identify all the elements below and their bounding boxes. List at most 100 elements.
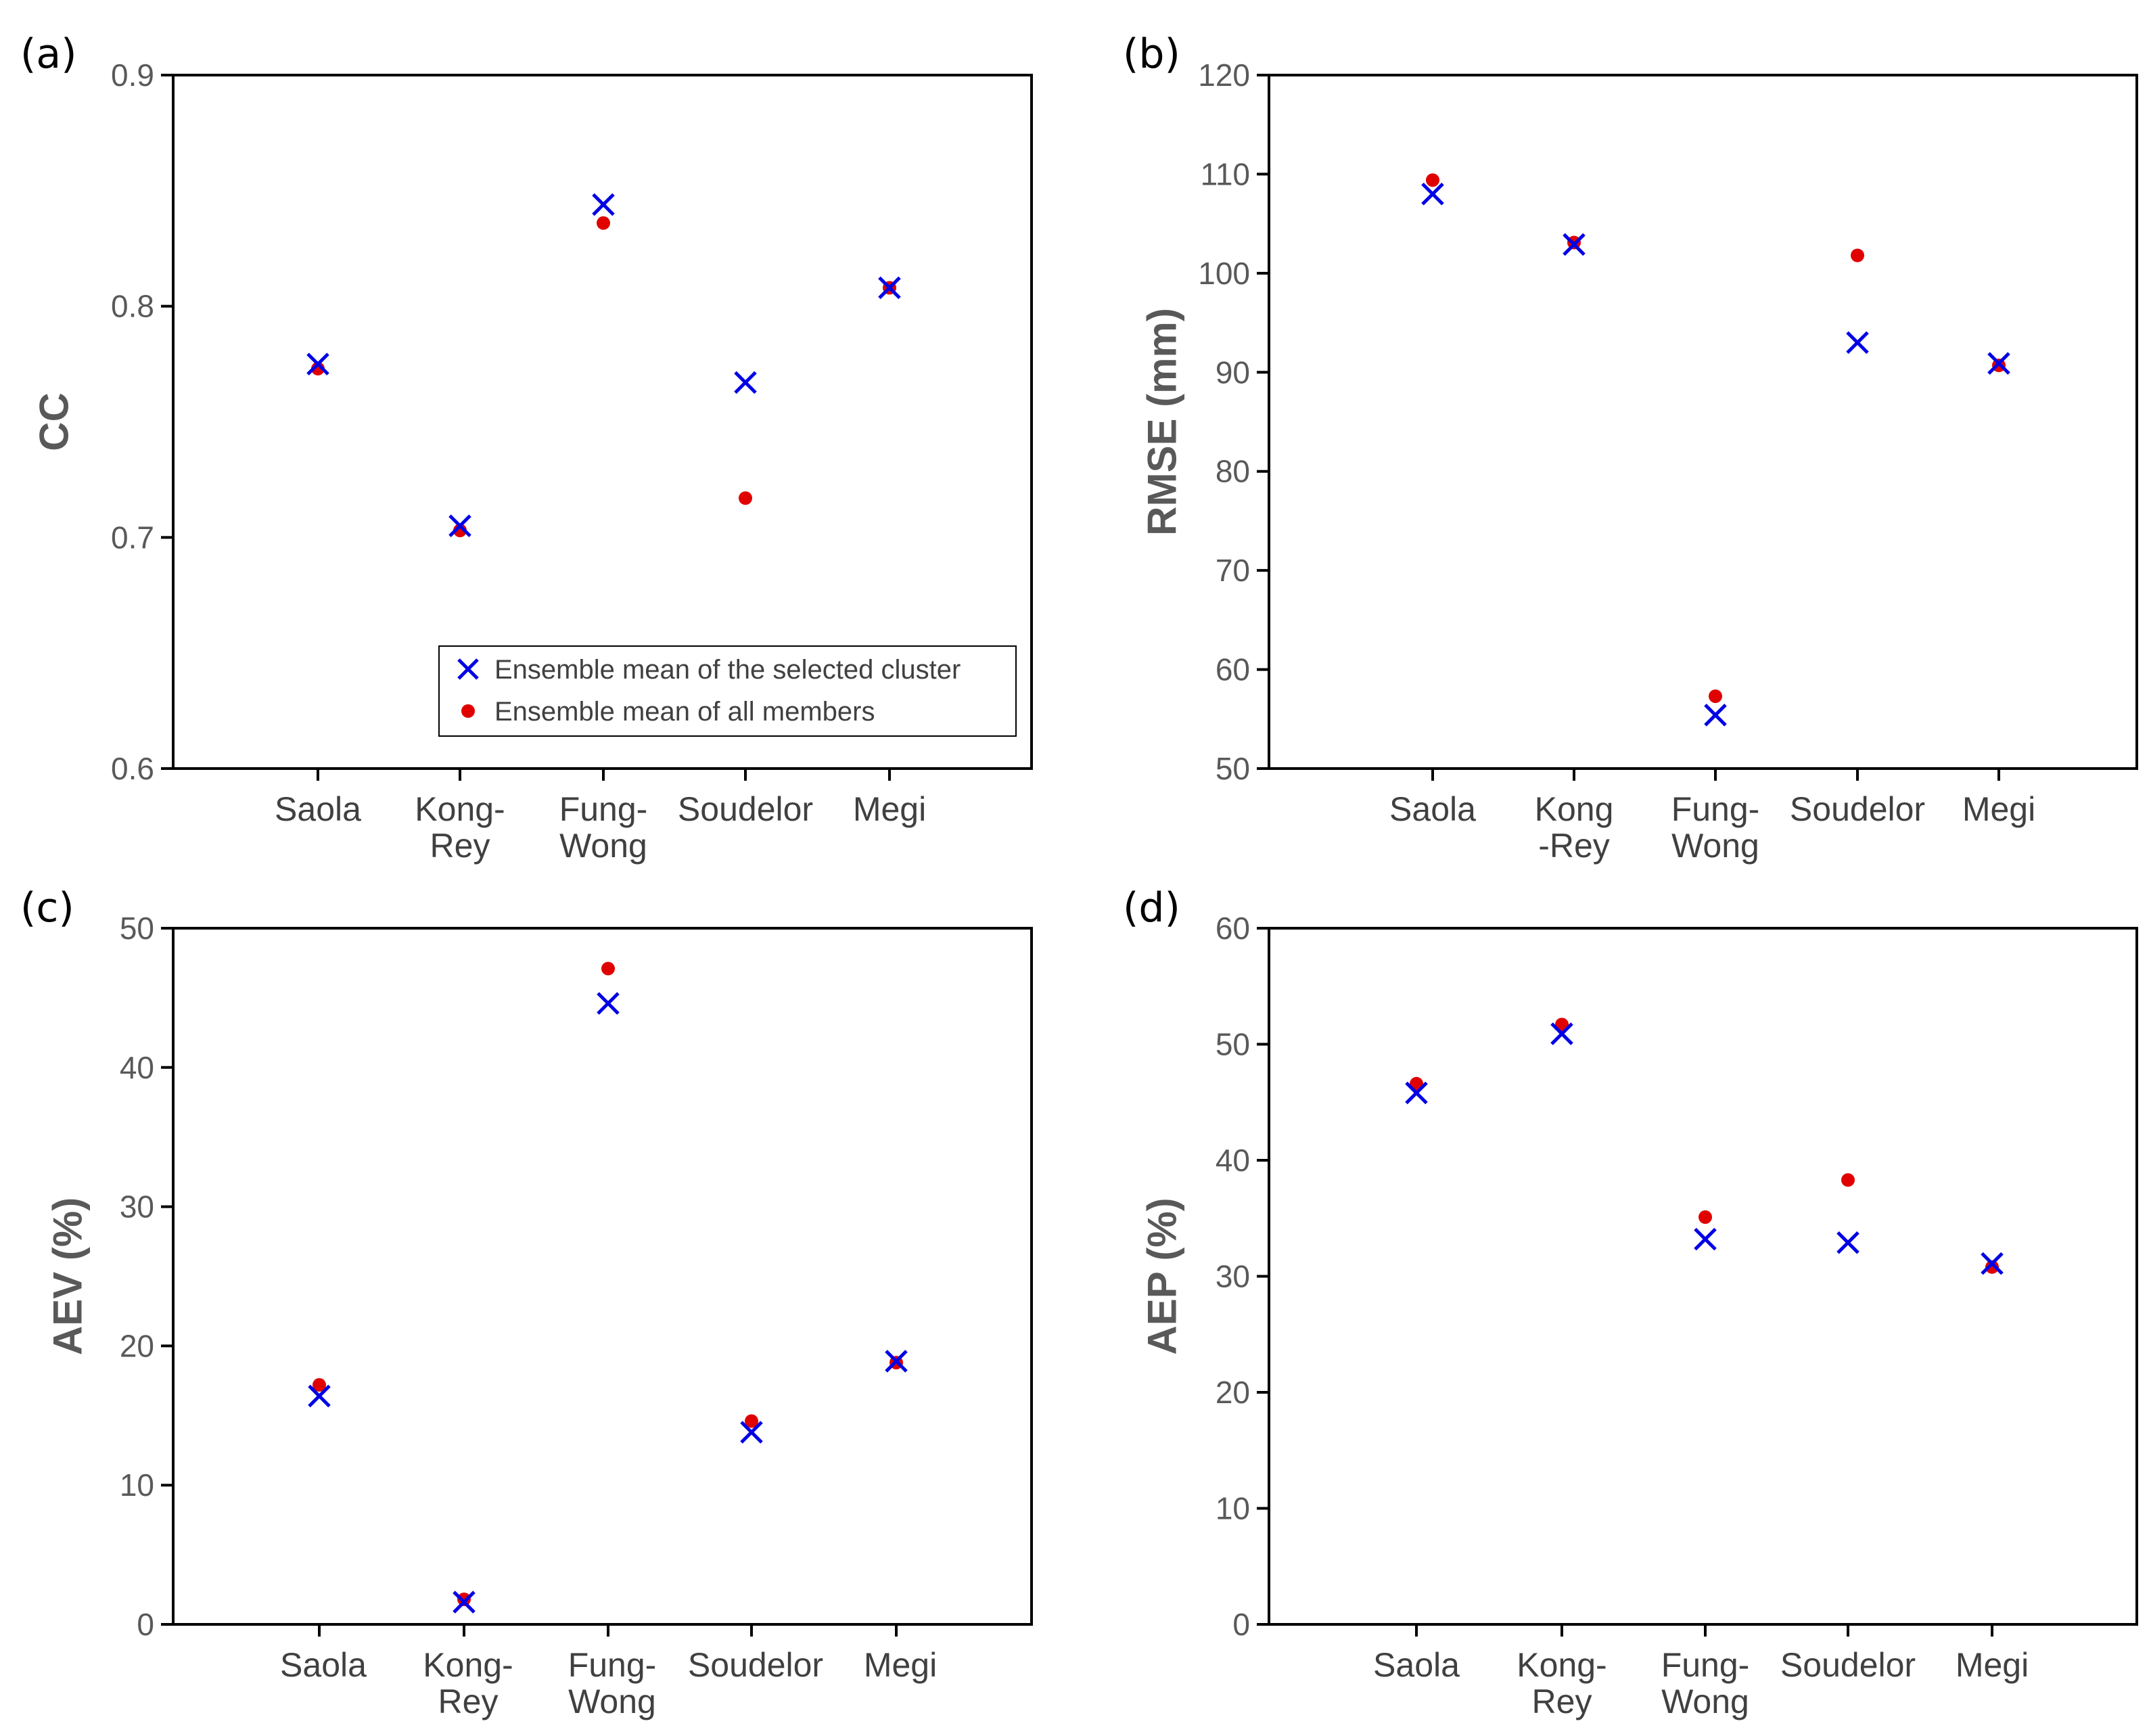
y-axis-label: AEP (%) <box>1140 1197 1185 1354</box>
x-tick-label: Megi <box>1962 790 2035 828</box>
legend: Ensemble mean of the selected cluster Ens… <box>438 645 1017 737</box>
x-marker <box>1694 1227 1717 1251</box>
panel-label: (d) <box>1123 884 1180 932</box>
y-tick-label: 70 <box>1216 553 1250 588</box>
y-tick-label: 40 <box>1216 1143 1250 1178</box>
y-axis-label: AEV (%) <box>45 1197 91 1355</box>
x-marker <box>1550 1022 1573 1045</box>
legend-entry-label: Ensemble mean of all members <box>494 697 875 727</box>
x-marker <box>885 1350 908 1373</box>
y-axis-label: RMSE (mm) <box>1140 308 1185 536</box>
x-tick-label: Soudelor <box>688 1646 823 1684</box>
y-tick-label: 0 <box>137 1607 154 1642</box>
y-tick-label: 40 <box>120 1050 154 1085</box>
dot-marker <box>597 216 610 230</box>
x-marker <box>308 1384 331 1408</box>
x-marker <box>1981 1252 2004 1275</box>
x-tick-label: Fung-Wong <box>1671 790 1760 865</box>
y-tick-label: 50 <box>1216 1027 1250 1062</box>
x-marker <box>1405 1081 1428 1105</box>
x-tick-label: Saola <box>1389 790 1476 828</box>
dot-marker <box>1699 1210 1712 1225</box>
dot-marker <box>1709 689 1722 704</box>
y-tick-label: 50 <box>120 911 154 946</box>
x-marker <box>453 1591 476 1614</box>
dot-marker <box>1841 1173 1855 1187</box>
x-tick-label: Megi <box>853 790 926 828</box>
chart-panel-4: (d) 0 10 20 30 40 50 60 AEP (%) Saola Kong-Rey Fung… <box>1123 884 2138 1720</box>
y-tick-label: 30 <box>120 1189 154 1225</box>
chart-panel-3: (c) 0 10 20 30 40 50 AEV (%) Saola Kong-Rey Fung-W… <box>20 884 1033 1720</box>
x-marker <box>1846 331 1869 355</box>
x-tick-label: Megi <box>864 1646 937 1684</box>
dot-marker <box>1426 173 1439 187</box>
x-marker <box>740 1421 763 1444</box>
dot-marker <box>601 961 615 976</box>
y-tick-label: 80 <box>1216 454 1250 489</box>
chart-panel-2: (b) 50 60 70 80 90 100 110 120 RMSE (mm) Saola Kong… <box>1123 30 2138 865</box>
dot-marker <box>457 1592 471 1606</box>
x-tick-label: Fung-Wong <box>559 790 648 865</box>
x-tick-label: Soudelor <box>678 790 813 828</box>
y-tick-label: 60 <box>1216 911 1250 946</box>
x-tick-label: Saola <box>275 790 361 828</box>
dot-marker <box>1851 248 1864 262</box>
y-tick-label: 120 <box>1198 58 1250 93</box>
x-marker <box>592 193 615 216</box>
dot-marker <box>1985 1260 1999 1274</box>
x-tick-label: Soudelor <box>1780 1646 1916 1684</box>
x-marker <box>1421 182 1444 206</box>
x-marker <box>448 514 471 538</box>
y-tick-label: 0.9 <box>111 58 154 93</box>
x-marker <box>734 371 757 394</box>
x-tick-label: Kong-Rey <box>1535 790 1614 865</box>
dot-marker <box>1555 1018 1569 1032</box>
plot-frame <box>1268 927 2138 1626</box>
y-tick-label: 0.7 <box>111 520 154 555</box>
y-axis-label: CC <box>32 392 77 451</box>
y-tick-label: 110 <box>1201 156 1250 191</box>
x-marker <box>306 352 329 375</box>
x-tick-label: Saola <box>280 1646 367 1684</box>
y-tick-label: 20 <box>120 1328 154 1363</box>
x-tick-label: Fung-Wong <box>1661 1646 1750 1720</box>
x-marker <box>1704 704 1727 727</box>
y-tick-label: 50 <box>1216 751 1250 786</box>
legend-box <box>438 645 1017 737</box>
dot-marker <box>1410 1076 1423 1091</box>
x-tick-label: Megi <box>1956 1646 2029 1684</box>
y-tick-label: 0.6 <box>111 751 154 786</box>
panel-label: (c) <box>20 884 74 932</box>
x-tick-label: Kong-Rey <box>415 790 505 865</box>
y-tick-label: 100 <box>1198 256 1250 291</box>
legend-entry-label: Ensemble mean of the selected cluster <box>494 655 961 685</box>
dot-marker <box>313 1378 326 1392</box>
y-tick-label: 10 <box>1216 1491 1250 1526</box>
x-marker <box>1987 352 2010 375</box>
y-tick-label: 0.8 <box>111 289 154 324</box>
plot-frame <box>172 927 1033 1626</box>
panel-label: (b) <box>1123 30 1180 78</box>
x-tick-label: Kong-Rey <box>423 1646 513 1720</box>
x-marker <box>1836 1231 1859 1254</box>
x-tick-label: Saola <box>1373 1646 1460 1684</box>
y-tick-label: 10 <box>120 1467 154 1503</box>
x-marker <box>597 992 620 1015</box>
x-tick-label: Kong-Rey <box>1517 1646 1607 1720</box>
panel-label: (a) <box>20 30 77 78</box>
dot-marker <box>745 1414 758 1428</box>
y-tick-label: 20 <box>1216 1375 1250 1410</box>
dot-marker <box>739 491 752 505</box>
x-marker <box>1563 233 1586 256</box>
chart-panel-1: (a) 0.6 0.7 0.8 0.9 CC Saola Kong-Rey Fung-Wong S… <box>20 30 1033 865</box>
y-tick-label: 0 <box>1232 1607 1250 1642</box>
y-tick-label: 30 <box>1216 1259 1250 1294</box>
x-tick-label: Soudelor <box>1790 790 1925 828</box>
plot-frame <box>1268 74 2138 770</box>
x-marker <box>878 276 901 300</box>
legend-x-icon <box>457 658 479 680</box>
y-tick-label: 60 <box>1216 652 1250 687</box>
y-tick-label: 90 <box>1216 355 1250 390</box>
legend-dot-icon <box>461 704 475 718</box>
